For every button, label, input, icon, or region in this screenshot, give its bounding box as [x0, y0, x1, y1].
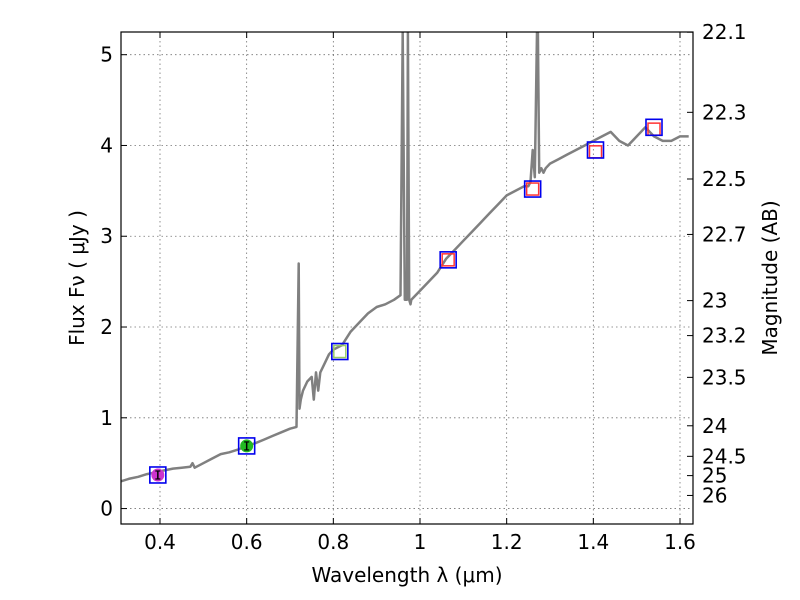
- y-tick-label: 3: [100, 224, 113, 248]
- mag-tick-label: 26: [702, 483, 727, 507]
- axis-ticks: 0.4 0.6 0.8 1 1.2 1.4 1.601234522.122.322.522.…: [100, 20, 746, 554]
- y-axis-right-label: Magnitude (AB): [758, 200, 782, 355]
- mag-tick-label: 25: [702, 464, 727, 488]
- x-tick-label: 0.4: [144, 530, 176, 554]
- mag-tick-label: 24: [702, 414, 727, 438]
- model-photometry-box: [331, 342, 349, 361]
- model-photometry-box: [149, 466, 167, 484]
- model-photometry-box: [523, 180, 542, 198]
- observed-point: [441, 253, 455, 267]
- x-tick-label: 1: [414, 530, 427, 554]
- y-tick-label: 2: [100, 315, 113, 339]
- plot-frame: [120, 31, 694, 525]
- x-axis-label: Wavelength λ (μm): [311, 563, 502, 587]
- y-axis-label: Flux Fν ( μJy ): [65, 210, 89, 346]
- x-tick-label: 1.2: [491, 530, 523, 554]
- observed-point: [525, 182, 540, 196]
- mag-tick-label: 24.5: [702, 444, 747, 468]
- mag-tick-label: 22.1: [702, 20, 747, 44]
- mag-tick-label: 23.5: [702, 365, 747, 389]
- x-tick-label: 0.8: [317, 530, 349, 554]
- photometry-markers: [149, 118, 663, 484]
- model-photometry-box: [586, 141, 605, 159]
- model-photometry-box: [645, 118, 663, 137]
- x-tick-label: 0.6: [231, 530, 263, 554]
- y-tick-label: 4: [100, 133, 113, 157]
- mag-tick-label: 22.3: [702, 100, 747, 124]
- mag-tick-label: 22.5: [702, 167, 747, 191]
- x-tick-label: 1.6: [664, 530, 696, 554]
- observed-point: [333, 344, 347, 359]
- observed-point: [588, 145, 603, 159]
- x-tick-label: 1.4: [577, 530, 609, 554]
- mag-tick-label: 22.7: [702, 222, 747, 246]
- mag-tick-label: 23: [702, 289, 727, 313]
- mag-tick-label: 23.2: [702, 324, 747, 348]
- y-tick-label: 1: [100, 406, 113, 430]
- model-photometry-box: [237, 437, 256, 455]
- spectrum-line: [121, 32, 689, 483]
- y-tick-label: 5: [100, 43, 113, 67]
- y-tick-label: 0: [100, 497, 113, 521]
- series-layer: [121, 32, 689, 483]
- model-photometry-box: [439, 251, 457, 269]
